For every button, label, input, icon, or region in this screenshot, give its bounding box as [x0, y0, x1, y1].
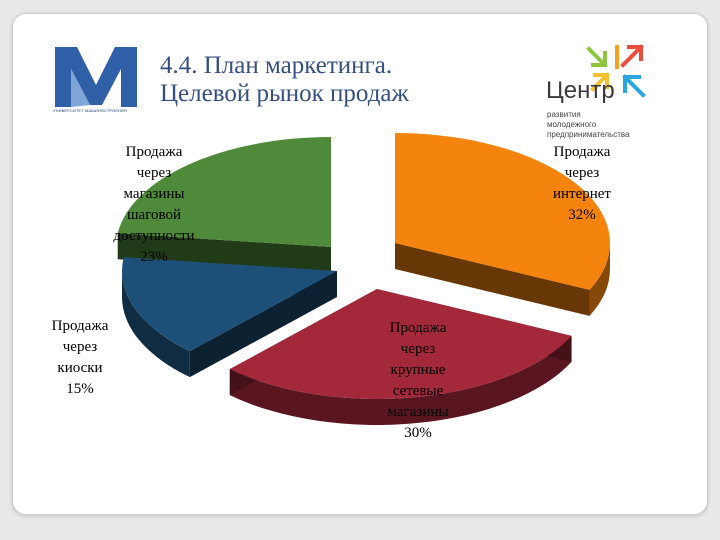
data-label-line: через — [564, 165, 600, 181]
data-label-line: Продажа — [389, 320, 447, 336]
page-title: 4.4. План маркетинга. Целевой рынок прод… — [160, 52, 409, 108]
centre-sub-line-2: молодежного — [547, 120, 597, 129]
data-label-line: Продажа — [553, 144, 611, 160]
university-logo — [55, 47, 137, 107]
centre-logo-word: Центр — [546, 77, 615, 104]
centre-logo-subtitle: развития молодежного предпринимательства — [547, 110, 657, 140]
pie-slice-side-1 — [229, 335, 572, 425]
pie-slice-3 — [117, 137, 331, 247]
pie-slice-wall-0-1 — [395, 243, 590, 316]
data-label-line: интернет — [552, 186, 611, 202]
pie-top-layer — [117, 133, 611, 399]
data-label-line: 32% — [568, 207, 596, 223]
centre-sub-line-1: развития — [547, 110, 581, 119]
data-label-line: магазины — [123, 186, 185, 202]
data-label-line: 30% — [404, 425, 432, 441]
centre-sub-line-3: предпринимательства — [547, 130, 630, 139]
data-label-line: через — [62, 339, 98, 355]
data-label-line: шаговой — [127, 207, 181, 223]
university-caption: УНИВЕРСИТЕТ МАШИНОСТРОЕНИЯ — [53, 108, 128, 113]
pie-slice-2 — [121, 257, 337, 352]
data-label-line: через — [136, 165, 172, 181]
data-label-1: Продажа через крупные сетевые магазины 30% — [358, 318, 478, 444]
data-label-line: 23% — [140, 249, 168, 265]
title-line-2: Целевой рынок продаж — [160, 80, 409, 107]
data-label-line: 15% — [66, 381, 94, 397]
data-label-line: Продажа — [125, 144, 183, 160]
pie-slice-wall-2-0 — [189, 271, 337, 378]
title-line-1: 4.4. План маркетинга. — [160, 52, 393, 79]
pie-slice-side-0 — [589, 243, 610, 316]
data-label-line: магазины — [387, 404, 449, 420]
data-label-line: доступности — [113, 228, 195, 244]
data-label-line: через — [400, 341, 436, 357]
data-label-3: Продажа через магазины шаговой доступности 23… — [94, 142, 214, 268]
data-label-2: Продажа через киоски 15% — [20, 316, 140, 400]
data-label-0: Продажа через интернет 32% — [522, 142, 642, 226]
pie-slices — [117, 133, 611, 425]
centre-arrows-icon — [586, 44, 646, 98]
pie-slice-0 — [395, 133, 611, 290]
data-label-line: крупные — [390, 362, 446, 378]
pie-slice-wall-3-0 — [117, 233, 331, 273]
data-label-line: киоски — [57, 360, 103, 376]
data-label-line: Продажа — [51, 318, 109, 334]
pie-slice-side-2 — [122, 271, 190, 378]
pie-slice-1 — [229, 289, 572, 399]
data-label-line: сетевые — [392, 383, 444, 399]
